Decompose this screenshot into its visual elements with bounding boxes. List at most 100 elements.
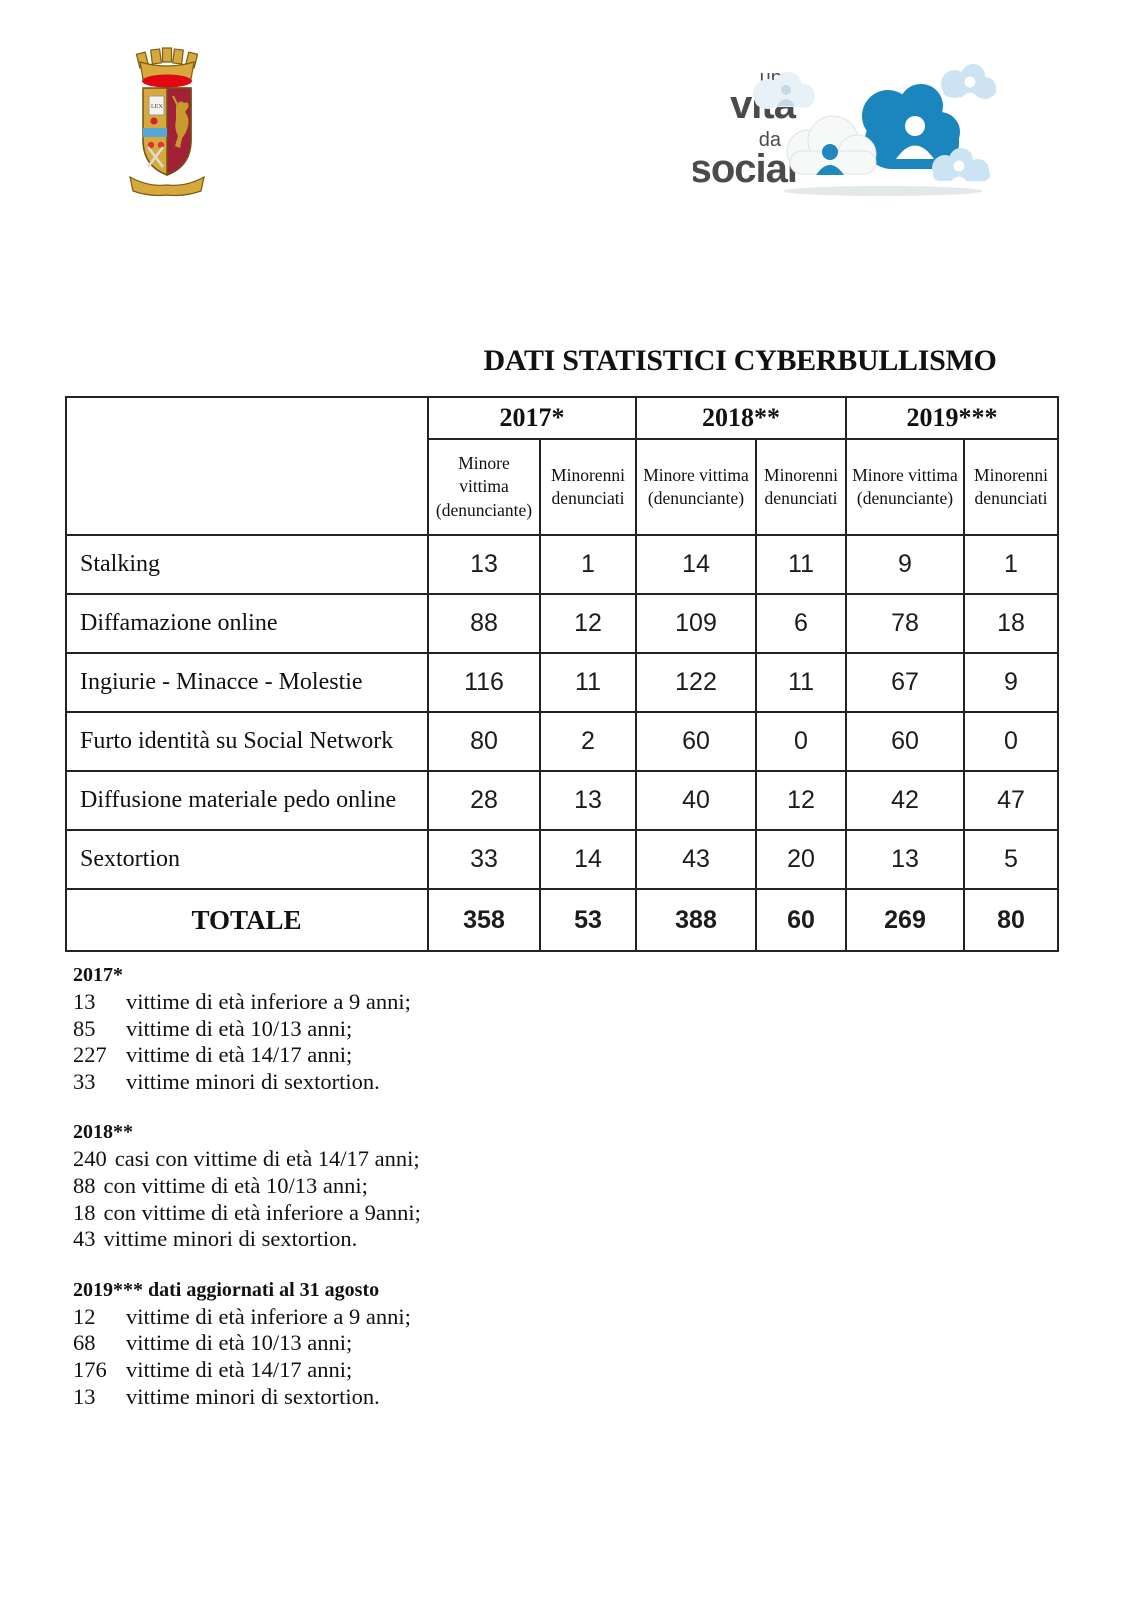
footnote-line: 33 vittime minori di sextortion. [73, 1069, 793, 1096]
row-label: Ingiurie - Minacce - Molestie [65, 652, 429, 713]
footnote-number: 176 [73, 1356, 107, 1382]
cloud-faint-left-icon [753, 72, 815, 109]
footnote-number: 43 [73, 1226, 96, 1252]
table-row: Diffusione materiale pedo online 28 13 40 12… [65, 770, 1059, 831]
table-row: Ingiurie - Minacce - Molestie 116 11 122 11 6… [65, 652, 1059, 713]
footnotes-section: 2017* 13 vittime di età inferiore a 9 anni… [73, 962, 793, 1434]
sub-header-row: Minore vittima (denunciante) Minorenni d… [66, 438, 1059, 536]
total-value-cell: 80 [963, 888, 1059, 952]
footnote-number: 227 [73, 1042, 107, 1068]
footnote-number: 85 [73, 1015, 96, 1041]
value-cell: 122 [635, 652, 757, 713]
cloud-shadow [783, 186, 983, 196]
row-label: Stalking [65, 534, 429, 595]
footnote-text: casi con vittime di età 14/17 anni; [114, 1146, 420, 1172]
value-cell: 60 [635, 711, 757, 772]
table-total-row: TOTALE 358 53 388 60 269 80 [65, 888, 1059, 952]
total-value-cell: 388 [635, 888, 757, 952]
footnote-line: 176 vittime di età 14/17 anni; [73, 1357, 793, 1384]
value-cell: 0 [963, 711, 1059, 772]
crest-lion-icon [175, 101, 189, 148]
page-title: DATI STATISTICI CYBERBULLISMO [483, 344, 997, 377]
footnote-number: 12 [73, 1303, 96, 1329]
value-cell: 109 [635, 593, 757, 654]
crest-red-cap [142, 74, 192, 88]
crest-blue-band [143, 128, 167, 137]
value-cell: 60 [845, 711, 965, 772]
footnote-text: con vittime di età 10/13 anni; [103, 1172, 368, 1198]
crest-lex-text: LEX [151, 104, 163, 110]
footnote-number: 13 [73, 1383, 96, 1409]
value-cell: 28 [427, 770, 541, 831]
table-row: Stalking 13 1 14 11 9 1 [65, 534, 1059, 595]
table-blank-corner [65, 396, 429, 536]
person-top-right-icon [960, 76, 980, 100]
footnote-line: 227 vittime di età 14/17 anni; [73, 1042, 793, 1069]
footnote-number: 33 [73, 1068, 96, 1094]
footnote-line: 13 vittime minori di sextortion. [73, 1384, 793, 1411]
value-cell: 33 [427, 829, 541, 890]
subheader-victim: Minore vittima (denunciante) [427, 438, 541, 536]
footnote-heading: 2019*** dati aggiornati al 31 agosto [73, 1278, 380, 1301]
footnote-text: vittime di età 14/17 anni; [126, 1356, 353, 1382]
footnote-number: 88 [73, 1172, 96, 1198]
crest-baton [146, 146, 165, 168]
footnote-text: vittime di età 10/13 anni; [126, 1330, 353, 1356]
subheader-victim: Minore vittima (denunciante) [635, 438, 757, 536]
year-header-2017: 2017* [427, 396, 637, 440]
footnote-heading: 2017* [73, 964, 123, 986]
footnote-block: 2019*** dati aggiornati al 31 agosto 12 vi… [73, 1277, 793, 1410]
value-cell: 12 [755, 770, 847, 831]
value-cell: 88 [427, 593, 541, 654]
footnote-heading: 2018** [73, 1121, 133, 1144]
footnote-text: vittime di età inferiore a 9 anni; [126, 989, 411, 1014]
year-header-2019: 2019*** [845, 396, 1059, 440]
crest-lex-book-icon [148, 95, 165, 116]
campaign-word-da: da [759, 129, 782, 151]
cloud-top-right-icon [941, 64, 996, 99]
value-cell: 2 [539, 711, 637, 772]
footnote-line: 85 vittime di età 10/13 anni; [73, 1016, 793, 1043]
row-label: Diffusione materiale pedo online [65, 770, 429, 831]
value-cell: 20 [755, 829, 847, 890]
value-cell: 13 [539, 770, 637, 831]
table-row: Diffamazione online 88 12 109 6 78 18 [65, 593, 1059, 654]
value-cell: 9 [963, 652, 1059, 713]
value-cell: 1 [963, 534, 1059, 595]
footnote-number: 68 [73, 1330, 96, 1356]
value-cell: 11 [755, 534, 847, 595]
person-blue-cloud-icon [896, 116, 934, 159]
footnote-line: 13 vittime di età inferiore a 9 anni; [73, 989, 793, 1016]
value-cell: 11 [755, 652, 847, 713]
value-cell: 78 [845, 593, 965, 654]
person-bottom-right-icon [949, 160, 969, 184]
value-cell: 14 [635, 534, 757, 595]
crest-roundel [157, 141, 165, 149]
footnote-text: vittime minori di sextortion. [126, 1068, 380, 1094]
una-vita-da-social-logo: una vita da social [693, 64, 996, 196]
stats-table-head-rows: 2017* 2018** 2019*** Minore vittima (den… [65, 396, 1059, 536]
value-cell: 0 [755, 711, 847, 772]
value-cell: 6 [755, 593, 847, 654]
person-faint-icon [777, 85, 795, 106]
value-cell: 5 [963, 829, 1059, 890]
footnote-number: 240 [73, 1146, 107, 1172]
statistics-table: 2017* 2018** 2019*** Minore vittima (den… [65, 396, 1059, 952]
value-cell: 18 [963, 593, 1059, 654]
table-row: Furto identità su Social Network 80 2 60 0 60… [65, 711, 1059, 772]
total-value-cell: 53 [539, 888, 637, 952]
value-cell: 80 [427, 711, 541, 772]
subheader-reported: Minorenni denunciati [755, 438, 847, 536]
value-cell: 13 [427, 534, 541, 595]
footnote-text: vittime minori di sextortion. [103, 1226, 358, 1252]
footnote-text: con vittime di età inferiore a 9anni; [103, 1199, 421, 1225]
value-cell: 11 [539, 652, 637, 713]
footnote-text: vittime di età inferiore a 9 anni; [126, 1303, 411, 1329]
value-cell: 116 [427, 652, 541, 713]
person-white-cloud-icon [816, 144, 844, 175]
year-header-row: 2017* 2018** 2019*** [65, 396, 1059, 536]
row-label: Diffamazione online [65, 593, 429, 654]
table-row: Sextortion 33 14 43 20 13 5 [65, 829, 1059, 890]
police-crest-logo: LEX [129, 47, 205, 197]
